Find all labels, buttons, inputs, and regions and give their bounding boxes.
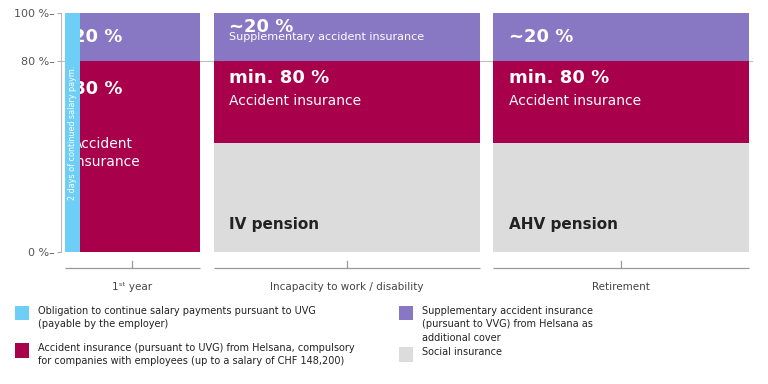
Bar — [65, 13, 200, 61]
Text: 1ˢᵗ year: 1ˢᵗ year — [112, 281, 152, 291]
Text: AHV pension: AHV pension — [508, 217, 617, 232]
Text: 20 %: 20 % — [73, 28, 122, 46]
Text: Retirement: Retirement — [592, 281, 650, 291]
Bar — [399, 306, 412, 320]
Text: 80 %: 80 % — [73, 80, 122, 98]
Text: 2 days of continued salary paym.: 2 days of continued salary paym. — [68, 65, 77, 200]
Text: Supplementary accident insurance: Supplementary accident insurance — [230, 33, 425, 43]
Text: Obligation to continue salary payments pursuant to UVG
(payable by the employer): Obligation to continue salary payments p… — [38, 306, 316, 329]
Bar — [214, 61, 479, 143]
Text: Accident
insurance: Accident insurance — [73, 137, 141, 169]
Bar — [214, 143, 479, 252]
Text: ~20 %: ~20 % — [230, 18, 294, 36]
Bar — [65, 13, 80, 252]
Bar — [15, 343, 28, 358]
Text: Accident insurance: Accident insurance — [230, 94, 362, 108]
Bar — [493, 143, 749, 252]
Bar — [214, 13, 479, 61]
Bar — [399, 347, 412, 362]
Text: Accident insurance: Accident insurance — [508, 94, 641, 108]
Bar — [15, 306, 28, 320]
Bar — [493, 13, 749, 61]
Text: Incapacity to work / disability: Incapacity to work / disability — [270, 281, 423, 291]
Bar — [65, 61, 200, 252]
Text: Accident insurance (pursuant to UVG) from Helsana, compulsory
for companies with: Accident insurance (pursuant to UVG) fro… — [38, 343, 354, 366]
Text: Social insurance: Social insurance — [422, 347, 502, 357]
Text: min. 80 %: min. 80 % — [230, 69, 329, 87]
Bar — [493, 61, 749, 143]
Text: min. 80 %: min. 80 % — [508, 69, 609, 87]
Text: ~20 %: ~20 % — [508, 28, 573, 46]
Text: IV pension: IV pension — [230, 217, 319, 232]
Text: Supplementary accident insurance
(pursuant to VVG) from Helsana as
additional co: Supplementary accident insurance (pursua… — [422, 306, 593, 343]
